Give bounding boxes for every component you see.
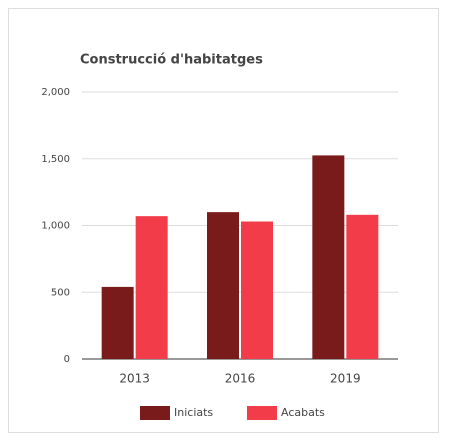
x-tick-label: 2013: [119, 372, 150, 386]
legend-label: Iniciats: [174, 406, 213, 419]
bar: [101, 286, 134, 359]
y-tick-label: 500: [51, 287, 70, 298]
legend-swatch: [247, 406, 277, 420]
bar: [135, 216, 168, 359]
bar: [312, 155, 345, 359]
bar: [346, 214, 379, 359]
x-tick-label: 2019: [330, 372, 361, 386]
y-tick-label: 1,000: [41, 221, 70, 232]
x-tick-label: 2016: [225, 372, 256, 386]
y-tick-label: 2,000: [41, 87, 70, 98]
y-tick-label: 1,500: [41, 154, 70, 165]
chart-title: Construcció d'habitatges: [80, 53, 263, 68]
legend-label: Acabats: [281, 406, 325, 419]
bar: [207, 212, 239, 359]
legend-swatch: [140, 406, 170, 420]
bar: [241, 221, 273, 359]
y-tick-label: 0: [64, 354, 70, 365]
